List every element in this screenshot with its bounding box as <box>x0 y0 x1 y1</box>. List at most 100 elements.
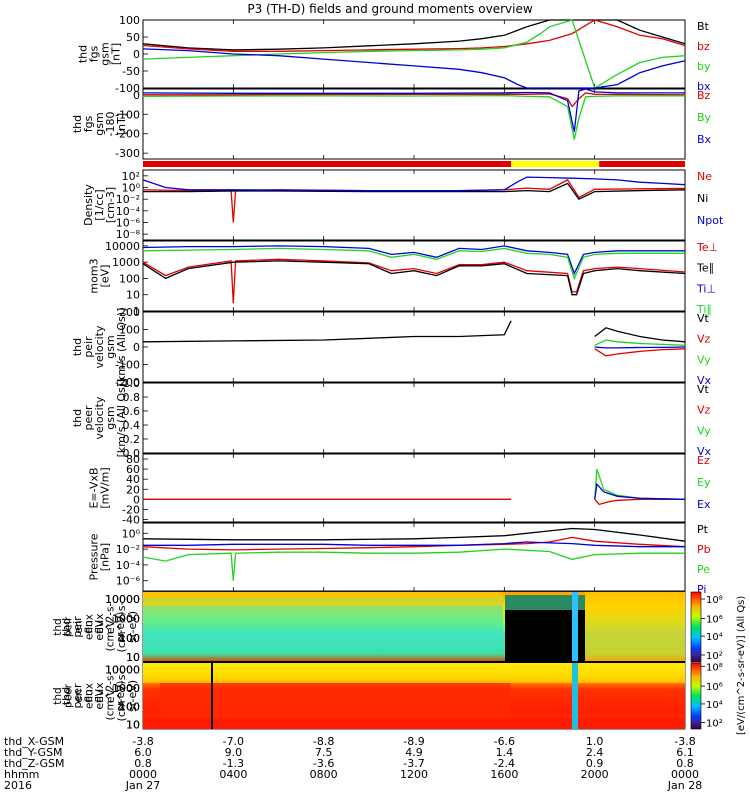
y-tick-label: -100 <box>115 108 140 121</box>
legend-entry: bz <box>697 40 710 53</box>
y-tick-label: 0 <box>133 341 140 354</box>
legend-entry: Vz <box>697 404 711 417</box>
y-axis-label-line: sr-eV) <box>115 612 127 643</box>
y-axis-label-line: sr-eV) <box>126 680 139 712</box>
series-p3-Ni <box>143 182 686 201</box>
y-tick-label: 10⁻² <box>116 193 140 206</box>
y-tick-label: -40 <box>122 513 140 526</box>
y-axis-label-line: sr-eV) <box>126 611 139 643</box>
ion-spectrogram-late-region <box>585 592 685 662</box>
legend-entry: Bt <box>697 20 710 33</box>
y-axis-label-line: [eV] <box>99 265 112 288</box>
panel-p6: 1.00.80.60.40.20.0 thdpeervelocitygsm[km/… <box>71 377 712 460</box>
y-axis-label-line: (cm^2-s- <box>105 602 117 651</box>
x-row-value: Jan 27 <box>125 779 160 792</box>
x-row-value: -6.6 <box>494 735 515 748</box>
y-tick-label: 10 <box>126 289 140 302</box>
y-tick-label: 10 <box>126 718 140 731</box>
y-axis-label-line: Pressure <box>88 533 101 580</box>
y-tick-label: 40 <box>126 473 140 486</box>
x-row-value: 2.4 <box>586 746 604 759</box>
panel-frame <box>142 382 686 454</box>
mode-bar <box>143 161 685 167</box>
y-axis-label-line: gsm <box>93 112 106 135</box>
electron-spectrogram-core <box>160 683 510 719</box>
electron-spectrogram-top-gap <box>143 661 685 663</box>
y-axis-label-line: [mV/m] <box>99 467 112 508</box>
series-p4-Te⊥ <box>142 258 686 304</box>
electron-spectrogram-top-band <box>143 663 685 683</box>
y-tick-label: 100 <box>119 632 140 645</box>
x-row-value: 1.4 <box>496 746 514 759</box>
y-axis-label-line: thd <box>60 687 73 705</box>
series-p2-Bx <box>142 88 685 132</box>
y-tick-label: 10000 <box>105 593 140 606</box>
legend-entry: Ti⊥ <box>696 282 716 295</box>
y-tick-label: 100 <box>119 324 140 337</box>
x-row-value: -8.8 <box>313 735 334 748</box>
y-axis-label-line: [nPa] <box>99 543 112 571</box>
legend-entry: Ti∥ <box>696 303 712 316</box>
x-row-value: 0000 <box>671 768 699 781</box>
legend-entry: By <box>697 111 712 124</box>
y-axis-label-line: thd <box>60 618 73 636</box>
series-p8-Pi <box>143 541 685 548</box>
colorbar-tick-label: 10⁴ <box>706 700 723 711</box>
legend-entry: Te∥ <box>696 262 714 275</box>
y-axis-label-line: peir <box>71 616 84 638</box>
legend-entry: Npot <box>697 214 724 227</box>
series-p1-by <box>142 19 686 89</box>
mode-bar-segment-1 <box>511 161 600 167</box>
y-axis-label-line: [km/s (All Qs)] <box>115 308 128 387</box>
y-tick-label: 10² <box>122 170 140 183</box>
y-axis-label-line: velocity <box>93 325 106 368</box>
electron-spectrogram-spike <box>572 663 578 729</box>
y-tick-label: 10⁻⁸ <box>116 228 141 241</box>
y-tick-label: 0 <box>133 493 140 506</box>
legend-entry: Pb <box>697 543 711 556</box>
ion-spectrogram <box>143 592 685 662</box>
x-row-value: 4.9 <box>405 746 423 759</box>
y-axis-label-line: [1/cc] <box>93 189 106 220</box>
ion-spectrogram-hot-band <box>143 592 503 606</box>
panel-p4: 10000 1000 100 10 1 mom3[eV] Te⊥ Te∥ Ti⊥ Ti∥ <box>88 240 719 318</box>
y-axis-label-line: en <box>82 689 95 703</box>
y-tick-label: 10 <box>126 651 140 664</box>
y-tick-label: 10⁻⁴ <box>116 559 141 572</box>
y-axis-label-line: thd <box>52 687 64 704</box>
spectrogram-axis-p9: 10000100010010thdpeirenefluxeV(cm^2-s-sr… <box>52 593 148 664</box>
y-tick-label: -300 <box>115 147 140 160</box>
series-p7-Ez <box>594 498 685 506</box>
series-p1-bx <box>142 48 686 89</box>
y-axis-label-line: gsm <box>99 42 112 65</box>
x-axis-annotation: thd_X-GSM -3.8 -7.0 -8.8 -8.9 -6.6 1.0 -3.8 thd_… <box>4 735 702 792</box>
panel-stack: 100500-50-100thdfgsgsm[nT]Btbzbybx0-100-… <box>52 14 724 731</box>
y-tick-label: -200 <box>115 376 140 389</box>
series-p4-Ti⊥ <box>142 245 685 276</box>
legend-entry: Vx <box>697 445 712 458</box>
colorbar-tick-label: 10² <box>706 651 723 662</box>
series-p3-Npot <box>142 176 686 192</box>
x-row-value: -3.8 <box>132 735 153 748</box>
y-axis-label-line: -180 <box>104 112 117 137</box>
x-row-value: 0.8 <box>134 757 152 770</box>
y-tick-label: 0 <box>133 89 140 102</box>
y-tick-label: 1.0 <box>123 377 141 390</box>
y-tick-label: 20 <box>126 483 140 496</box>
x-row-value: 6.0 <box>134 746 152 759</box>
y-tick-label: 100 <box>119 701 140 714</box>
legend-entry: Ex <box>697 498 711 511</box>
series-p1-bz <box>142 19 686 52</box>
x-row-value: 7.5 <box>315 746 333 759</box>
y-tick-label: 0.4 <box>123 419 141 432</box>
y-axis-label-line: peer <box>71 683 84 709</box>
y-tick-label: 10⁰ <box>122 527 141 540</box>
x-row-label: thd_Z-GSM <box>4 757 64 770</box>
legend-entry: Pi <box>697 583 706 596</box>
ion-spectrogram-spike <box>572 592 578 662</box>
